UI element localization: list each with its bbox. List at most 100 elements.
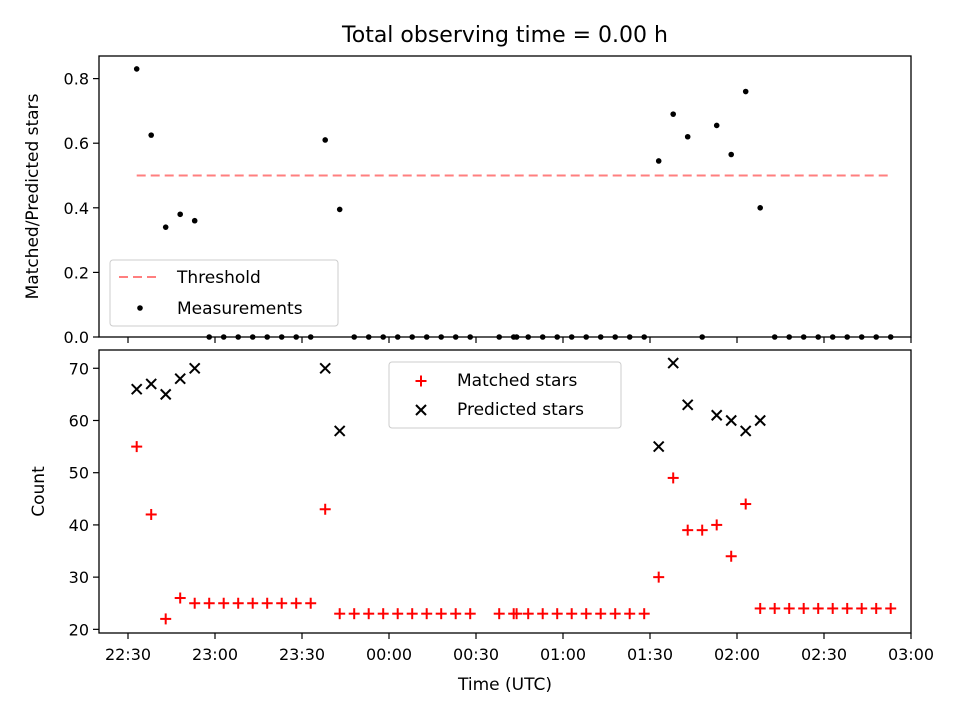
predicted-star-point [710, 409, 723, 421]
predicted-star-point [159, 388, 172, 401]
top-panel: 0.00.20.40.60.8 Matched/Predicted stars … [23, 55, 912, 347]
measurement-points [133, 66, 894, 340]
top-y-tick-label: 0.2 [64, 263, 89, 282]
measurement-point [771, 334, 778, 340]
legend-x-marker [415, 404, 427, 416]
measurement-point [684, 133, 691, 140]
matched-star-point [450, 608, 462, 620]
bottom-y-tick-label: 20 [69, 620, 89, 639]
legend-plus-marker [415, 375, 427, 387]
bottom-y-axis-label: Count [29, 466, 49, 517]
bottom-y-tick-label: 30 [69, 568, 89, 587]
legend-predicted-label: Predicted stars [457, 400, 584, 420]
matched-star-point [334, 608, 346, 620]
bottom-panel: 20 30 40 50 60 70 22:30 23:00 23:30 00:00 00:30 01… [29, 349, 934, 695]
measurement-point [568, 334, 575, 340]
matched-star-point [711, 519, 723, 531]
top-legend: Threshold Measurements [109, 259, 339, 327]
matched-star-point [798, 602, 810, 614]
bottom-x-tick-label: 23:30 [279, 645, 325, 664]
legend-matched-swatch [415, 375, 427, 387]
measurement-point [858, 334, 865, 340]
matched-star-point [421, 608, 433, 620]
predicted-star-point [174, 373, 186, 385]
matched-star-point [856, 602, 868, 614]
matched-star-point [667, 472, 679, 484]
bottom-y-ticks: 20 30 40 50 60 70 [69, 359, 99, 639]
matched-star-point [740, 498, 752, 510]
legend-measurement-swatch [137, 305, 143, 311]
matched-star-point [827, 602, 839, 614]
predicted-star-point [667, 357, 679, 369]
matched-star-point [493, 608, 505, 620]
measurement-point [496, 334, 503, 340]
matched-star-point [754, 602, 766, 614]
measurement-point [873, 334, 879, 340]
matched-star-point [696, 524, 708, 536]
predicted-star-point [725, 414, 737, 427]
matched-star-point [145, 508, 157, 520]
legend-threshold-label: Threshold [176, 268, 261, 288]
measurement-point [699, 334, 705, 340]
measurement-point [249, 334, 256, 340]
measurement-point [264, 334, 271, 340]
bottom-x-tick-label: 00:00 [366, 645, 412, 664]
matched-star-point [290, 597, 302, 609]
measurement-point [452, 334, 459, 340]
bottom-x-tick-label: 01:30 [627, 645, 673, 664]
matched-star-point [203, 597, 215, 609]
measurement-point [220, 334, 227, 340]
bottom-legend: Matched stars Predicted stars [388, 361, 622, 429]
predicted-star-point [681, 399, 694, 411]
measurement-point [177, 211, 183, 218]
measurement-point [597, 334, 604, 340]
x-axis-label: Time (UTC) [457, 675, 552, 695]
measurement-point [423, 334, 430, 340]
matched-star-point [305, 597, 317, 609]
matched-star-point [261, 597, 273, 609]
matched-star-point [595, 608, 607, 620]
measurement-point [728, 151, 734, 158]
measurement-point [887, 334, 894, 340]
top-x-ticks [127, 337, 912, 343]
measurement-point [351, 334, 358, 340]
bottom-x-tick-label: 03:00 [888, 645, 934, 664]
measurement-point [786, 334, 792, 340]
matched-star-point [160, 613, 172, 625]
bottom-x-tick-label: 02:00 [714, 645, 760, 664]
bottom-axes-frame [98, 349, 912, 634]
top-y-axis-label: Matched/Predicted stars [23, 93, 43, 299]
measurement-point [655, 158, 662, 164]
predicted-stars-points [130, 357, 766, 453]
predicted-star-point [145, 378, 157, 390]
predicted-star-point [333, 425, 346, 437]
matched-star-point [174, 592, 186, 604]
matched-star-point [232, 597, 244, 609]
matched-star-point [435, 608, 447, 620]
bottom-x-tick-label: 02:30 [801, 645, 847, 664]
matched-star-point [638, 608, 650, 620]
chart-title: Total observing time = 0.00 h [341, 23, 668, 48]
matched-star-point [189, 597, 201, 609]
matched-star-point [276, 597, 288, 609]
predicted-star-point [739, 425, 752, 437]
measurement-point [539, 334, 546, 340]
legend-predicted-swatch [415, 404, 427, 416]
matched-star-point [870, 602, 882, 614]
matched-star-point [319, 503, 331, 515]
measurement-point [829, 334, 836, 340]
matched-star-point [653, 571, 665, 583]
measurement-point [800, 334, 807, 340]
measurement-point [713, 122, 720, 129]
measurement-point [815, 334, 821, 340]
matched-star-point [522, 608, 534, 620]
matched-star-point [885, 602, 897, 614]
matched-star-point [131, 441, 143, 453]
bottom-x-tick-label: 22:30 [105, 645, 151, 664]
bottom-y-tick-label: 40 [69, 516, 89, 535]
bottom-x-tick-label: 01:00 [540, 645, 586, 664]
bottom-y-tick-label: 70 [69, 359, 89, 378]
matched-stars-points [131, 441, 897, 625]
